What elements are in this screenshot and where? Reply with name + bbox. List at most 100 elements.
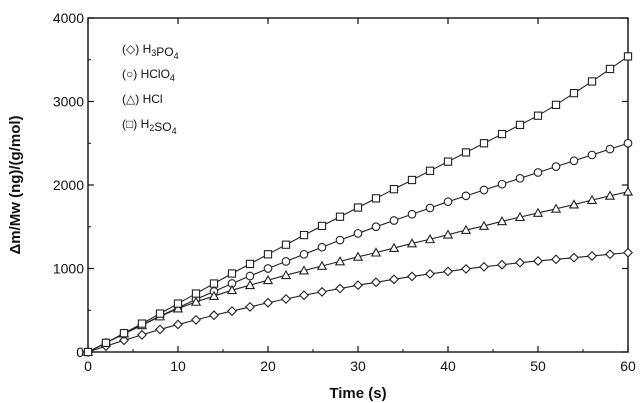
data-point-circle bbox=[533, 168, 543, 177]
data-point-square bbox=[371, 194, 381, 203]
data-point-diamond bbox=[155, 324, 165, 335]
x-tick-label: 0 bbox=[84, 358, 92, 374]
data-point-square bbox=[443, 157, 453, 166]
data-point-square bbox=[83, 347, 93, 357]
data-point-circle bbox=[515, 173, 525, 183]
data-point-square bbox=[497, 129, 507, 139]
data-point-square bbox=[353, 203, 363, 212]
data-point-triangle bbox=[262, 274, 274, 285]
data-point-circle bbox=[425, 203, 435, 213]
data-point-triangle bbox=[604, 190, 616, 200]
data-point-diamond bbox=[245, 301, 255, 312]
data-point-square bbox=[407, 175, 417, 185]
data-point-triangle bbox=[514, 211, 526, 222]
data-point-diamond bbox=[227, 306, 237, 317]
data-point-triangle bbox=[424, 233, 436, 244]
data-point-square bbox=[461, 148, 471, 157]
data-point-circle bbox=[389, 216, 399, 225]
data-point-square bbox=[227, 269, 237, 278]
data-point-triangle bbox=[244, 279, 256, 290]
data-point-square bbox=[173, 299, 183, 308]
data-point-square bbox=[119, 329, 129, 338]
series-line bbox=[87, 252, 629, 353]
y-tick-label: 4000 bbox=[53, 10, 84, 26]
data-point-triangle bbox=[316, 260, 328, 270]
data-point-triangle bbox=[388, 242, 400, 252]
data-point-triangle bbox=[442, 229, 454, 239]
data-point-square bbox=[623, 52, 633, 61]
data-point-diamond bbox=[551, 254, 561, 265]
data-point-square bbox=[389, 185, 399, 194]
data-point-circle bbox=[281, 257, 291, 266]
x-tick-label: 30 bbox=[350, 358, 366, 374]
x-tick-label: 10 bbox=[170, 358, 186, 374]
data-point-square bbox=[587, 77, 597, 86]
data-point-diamond bbox=[515, 257, 525, 268]
data-point-square bbox=[515, 120, 525, 130]
data-point-circle bbox=[551, 162, 561, 171]
y-tick-label: 1000 bbox=[53, 261, 84, 277]
data-point-diamond bbox=[425, 268, 435, 279]
data-point-square bbox=[191, 289, 201, 298]
data-point-diamond bbox=[623, 247, 633, 258]
data-point-circle bbox=[263, 264, 273, 273]
data-point-diamond bbox=[317, 286, 327, 297]
data-point-diamond bbox=[371, 277, 381, 288]
data-point-square bbox=[425, 166, 435, 175]
x-axis-title: Time (s) bbox=[329, 385, 386, 402]
series-layer bbox=[82, 52, 634, 357]
data-point-diamond bbox=[353, 280, 363, 291]
data-point-diamond bbox=[587, 250, 597, 261]
data-point-diamond bbox=[389, 274, 399, 285]
data-point-triangle bbox=[532, 207, 544, 217]
legend-entry: (○) HClO4 bbox=[122, 67, 175, 83]
data-point-diamond bbox=[263, 297, 273, 308]
x-tick-label: 50 bbox=[530, 358, 546, 374]
data-point-triangle bbox=[208, 290, 220, 300]
data-point-circle bbox=[317, 242, 327, 252]
data-point-diamond bbox=[461, 263, 471, 274]
data-point-square bbox=[479, 139, 489, 148]
data-point-circle bbox=[371, 222, 381, 232]
data-point-square bbox=[335, 212, 345, 221]
data-point-diamond bbox=[191, 314, 201, 325]
data-point-square bbox=[551, 100, 561, 109]
data-point-triangle bbox=[370, 247, 382, 257]
data-point-triangle bbox=[622, 186, 634, 196]
data-point-diamond bbox=[137, 329, 147, 340]
data-point-circle bbox=[461, 191, 471, 201]
data-point-square bbox=[605, 64, 615, 74]
data-point-square bbox=[281, 240, 291, 249]
data-point-diamond bbox=[497, 259, 507, 270]
data-point-square bbox=[209, 279, 219, 288]
data-point-square bbox=[569, 89, 579, 98]
data-point-triangle bbox=[352, 251, 364, 261]
data-point-triangle bbox=[190, 296, 202, 306]
data-point-diamond bbox=[533, 256, 543, 266]
data-point-square bbox=[245, 259, 255, 269]
x-tick-label: 60 bbox=[620, 358, 636, 374]
data-point-square bbox=[299, 230, 309, 240]
data-point-circle bbox=[299, 249, 309, 259]
data-point-circle bbox=[587, 150, 597, 160]
data-point-diamond bbox=[173, 319, 183, 330]
axes: 0 10 20 30 40 50 60 0 1000 2000 3000 4000 bbox=[53, 10, 636, 374]
data-point-diamond bbox=[299, 290, 309, 301]
data-point-circle bbox=[245, 271, 255, 281]
legend: (◇) H3PO4 (○) HClO4 (△) HCl (□) H2SO4 bbox=[122, 42, 179, 136]
y-tick-label: 3000 bbox=[53, 94, 84, 110]
data-point-diamond bbox=[209, 310, 219, 321]
data-point-circle bbox=[335, 235, 345, 245]
legend-entry: (◇) H3PO4 bbox=[122, 42, 179, 61]
legend-entry: (□) H2SO4 bbox=[122, 117, 177, 136]
data-point-diamond bbox=[569, 252, 579, 263]
data-point-circle bbox=[353, 229, 363, 238]
data-point-square bbox=[533, 111, 543, 120]
data-point-diamond bbox=[119, 335, 129, 346]
data-point-diamond bbox=[281, 293, 291, 304]
x-tick-label: 20 bbox=[260, 358, 276, 374]
y-tick-label: 0 bbox=[76, 344, 84, 360]
y-axis-title: Δm/Mw (ng)/(g/mol) bbox=[7, 115, 24, 254]
series-circle bbox=[83, 138, 633, 357]
